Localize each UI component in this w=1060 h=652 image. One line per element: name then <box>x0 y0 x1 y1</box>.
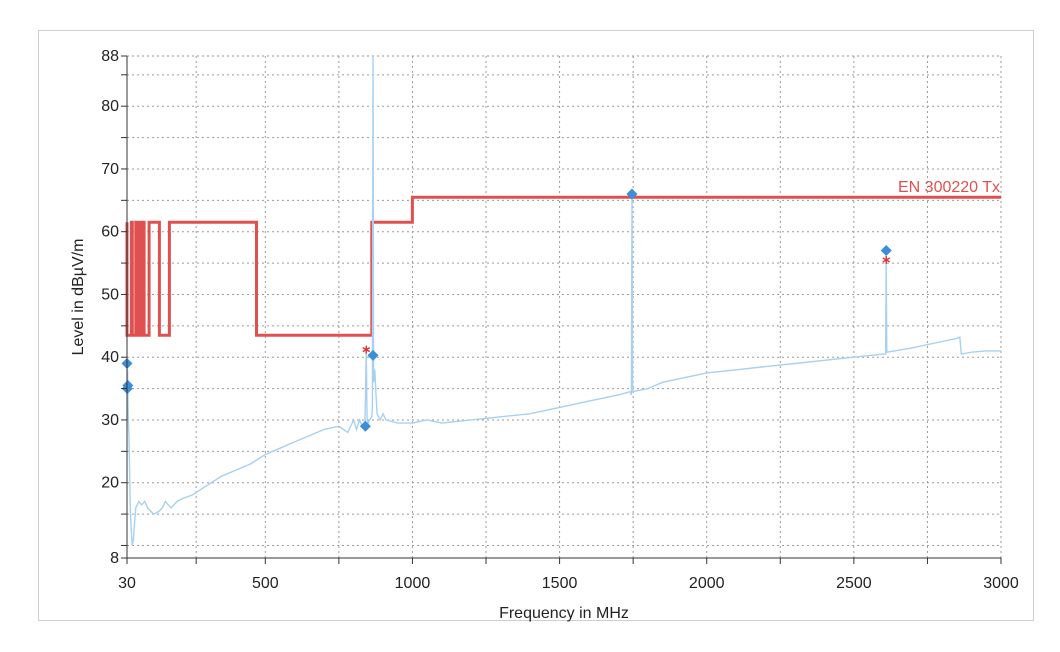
y-tick-label: 80 <box>101 98 119 115</box>
quasi-peak-marker <box>882 255 891 264</box>
y-tick-label: 88 <box>101 48 119 65</box>
y-tick-label: 60 <box>101 224 119 241</box>
y-tick-label: 50 <box>101 286 119 303</box>
quasi-peak-marker <box>362 345 371 354</box>
x-tick-label: 2000 <box>689 575 725 592</box>
x-tick-label: 3000 <box>983 575 1019 592</box>
peak-marker <box>880 245 892 257</box>
quasi-peak-stroke <box>882 257 891 263</box>
marker-group <box>121 188 892 432</box>
trace-group <box>126 55 1001 546</box>
y-tick-label: 20 <box>101 475 119 492</box>
quasi-peak-stroke <box>362 347 371 353</box>
x-tick-label: 1000 <box>395 575 431 592</box>
x-tick-label: 2500 <box>836 575 872 592</box>
x-axis-title: Frequency in MHz <box>499 605 629 622</box>
limit-line <box>125 195 1001 337</box>
plot-area <box>127 56 1001 558</box>
y-axis-title: Level in dBµV/m <box>70 239 87 356</box>
y-tick-label: 70 <box>101 161 119 178</box>
measurement-trace <box>126 55 1001 546</box>
x-tick-label: 30 <box>118 575 136 592</box>
grid <box>126 55 1002 559</box>
y-tick-label: 8 <box>110 550 119 567</box>
y-tick-label: 40 <box>101 349 119 366</box>
x-tick-label: 1500 <box>542 575 578 592</box>
limit-line-group: EN 300220 Tx <box>125 179 1001 337</box>
y-tick-label: 30 <box>101 412 119 429</box>
peak-marker <box>359 420 371 432</box>
limit-line-label: EN 300220 Tx <box>898 179 1000 196</box>
peak-marker <box>367 349 379 361</box>
axes: 8 20 30 40 50 60 70 80 88 30 500 1000 1500 2000 2500 30… <box>101 48 1019 592</box>
x-tick-label: 500 <box>252 575 279 592</box>
peak-marker <box>626 188 638 200</box>
